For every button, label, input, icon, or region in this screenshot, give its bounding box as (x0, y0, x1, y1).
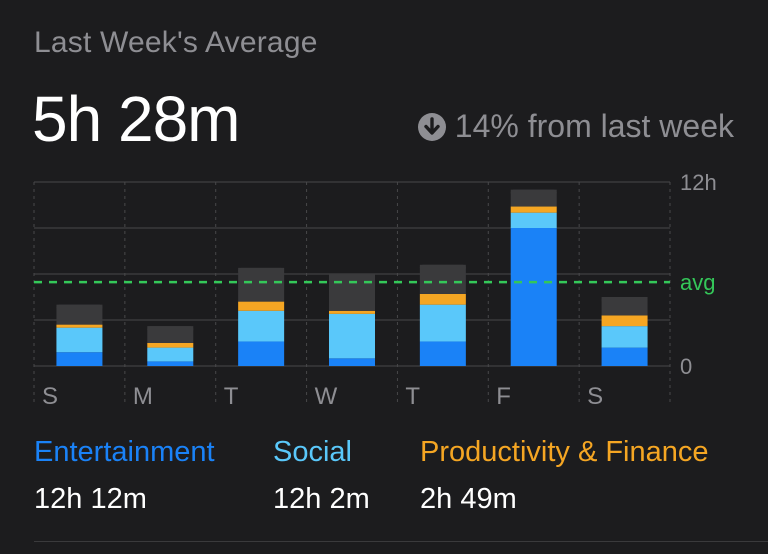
bar-segment-2-2 (238, 301, 285, 311)
bar-cap (147, 326, 194, 333)
y-tick-label: 0 (680, 354, 692, 379)
bar-segment-3-1 (329, 313, 375, 359)
legend-productivity-finance[interactable]: Productivity & Finance 2h 49m (420, 436, 709, 516)
bar-cap (329, 274, 375, 280)
bar-segment-5-0 (510, 228, 557, 366)
legend-social-value: 12h 2m (273, 483, 370, 515)
day-label: T (224, 383, 239, 410)
average-screen-time: 5h 28m (32, 83, 240, 155)
bar-segment-3-2 (329, 310, 375, 314)
daily-usage-chart: S M T W T F S 12h avg 0 (33, 170, 717, 410)
legend-entertainment[interactable]: Entertainment 12h 12m (34, 436, 215, 516)
legend-entertainment-label: Entertainment (34, 436, 215, 468)
day-label: T (405, 383, 420, 410)
bar-segment-1-0 (147, 361, 194, 366)
bar-segment-0-2 (56, 324, 103, 328)
bar-segment-4-2 (419, 293, 466, 305)
legend-social-label: Social (273, 436, 352, 468)
day-label: M (133, 383, 153, 410)
bar-segment-0-0 (56, 352, 103, 366)
day-label: F (496, 383, 511, 410)
bar-cap (56, 304, 103, 311)
day-label: S (587, 383, 603, 410)
weekly-change-text: 14% from last week (454, 108, 734, 144)
legend-productivity-finance-label: Productivity & Finance (420, 436, 709, 468)
bar-segment-6-0 (601, 347, 648, 366)
chart-subtitle: Last Week's Average (34, 26, 318, 59)
bar-segment-2-1 (238, 310, 285, 342)
y-tick-label: 12h (680, 170, 717, 195)
weekly-change: 14% from last week (417, 108, 734, 145)
day-label: W (315, 383, 338, 410)
bar-segment-4-1 (419, 304, 466, 342)
bar-cap (419, 264, 466, 271)
section-divider (34, 541, 768, 542)
arrow-down-circle-icon (417, 112, 446, 141)
bar-segment-5-1 (510, 212, 557, 228)
bar-segment-0-1 (56, 327, 103, 353)
bar-segment-4-0 (419, 341, 466, 366)
avg-label: avg (680, 270, 715, 295)
bar-cap (510, 189, 557, 196)
legend-entertainment-value: 12h 12m (34, 483, 147, 515)
bar-segment-6-2 (601, 315, 648, 327)
bar-segment-5-2 (510, 206, 557, 213)
bar-segment-6-1 (601, 326, 648, 348)
legend-productivity-finance-value: 2h 49m (420, 483, 517, 515)
bar-cap (601, 297, 648, 303)
bar-segment-1-1 (147, 347, 194, 362)
bar-segment-1-2 (147, 343, 194, 348)
day-label: S (42, 383, 58, 410)
bar-segment-3-0 (329, 358, 375, 366)
legend-social[interactable]: Social 12h 2m (273, 436, 370, 516)
bar-cap (238, 267, 285, 274)
bar-segment-3-3 (329, 274, 375, 311)
bar-segment-2-0 (238, 341, 285, 366)
